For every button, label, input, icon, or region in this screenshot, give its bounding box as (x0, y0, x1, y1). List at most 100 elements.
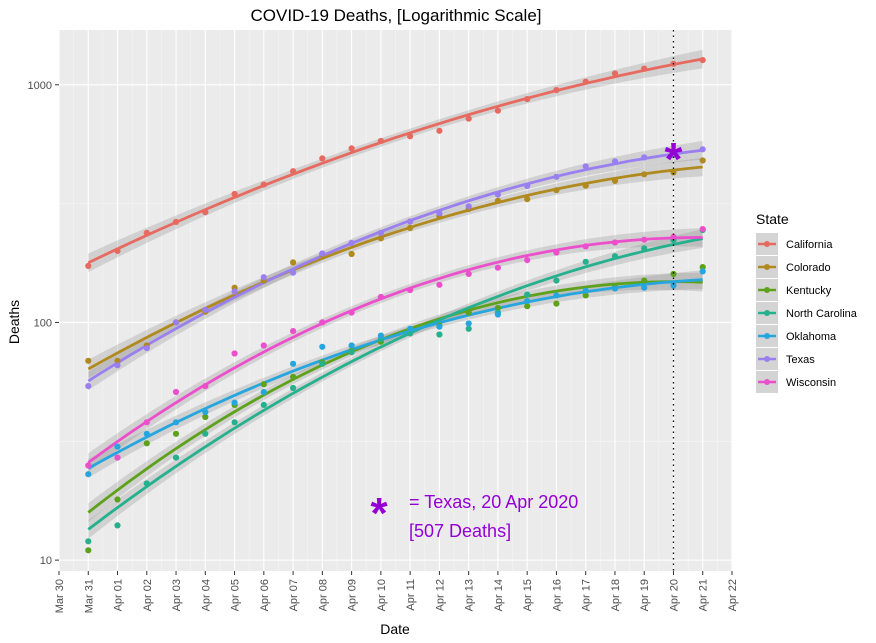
point-texas (407, 218, 414, 225)
x-axis-title: Date (380, 621, 410, 637)
x-tick-label: Apr 09 (347, 579, 359, 611)
point-north-carolina (85, 538, 92, 545)
point-wisconsin (260, 342, 267, 349)
x-tick-label: Apr 06 (259, 579, 271, 611)
point-north-carolina (582, 258, 589, 265)
annotation: * = Texas, 20 Apr 2020 [507 Deaths] (370, 489, 578, 541)
x-tick-label: Apr 18 (610, 579, 622, 611)
point-wisconsin (143, 419, 150, 426)
point-california (582, 78, 589, 85)
point-texas (553, 173, 560, 180)
legend: State California Colorado Kentucky North Ca… (756, 211, 858, 393)
point-north-carolina (143, 480, 150, 487)
legend-key-point (764, 287, 770, 293)
point-california (641, 65, 648, 72)
point-colorado (114, 357, 121, 364)
y-tick-label: 100 (34, 317, 52, 329)
point-colorado (611, 177, 619, 184)
band-colorado (88, 157, 703, 379)
annotation-line-2: [507 Deaths] (409, 521, 511, 541)
x-tick-label: Apr 08 (317, 579, 329, 611)
point-kentucky (85, 547, 92, 554)
grid-minor (59, 30, 732, 571)
point-oklahoma (202, 408, 209, 416)
line-wisconsin (87, 236, 703, 464)
line-texas (87, 148, 703, 383)
point-wisconsin (377, 293, 384, 301)
legend-key-point (764, 356, 770, 362)
legend-label-kentucky: Kentucky (786, 285, 832, 297)
point-north-carolina (260, 401, 267, 408)
y-axis: 10 100 1000 (28, 80, 59, 567)
legend-key-point (764, 333, 770, 339)
point-north-carolina (611, 253, 619, 260)
point-wisconsin (699, 226, 706, 233)
point-kentucky (670, 270, 677, 277)
point-california (290, 168, 297, 175)
point-oklahoma (407, 325, 414, 332)
x-tick-label: Apr 22 (727, 579, 739, 611)
x-tick-label: Apr 10 (376, 579, 388, 611)
point-texas (172, 319, 180, 326)
point-wisconsin (231, 350, 238, 357)
band-oklahoma (88, 270, 703, 478)
point-texas (699, 146, 706, 153)
point-wisconsin (202, 383, 209, 390)
point-california (465, 115, 472, 122)
point-oklahoma (494, 311, 501, 318)
legend-label-north-carolina: North Carolina (786, 308, 858, 320)
legend-title: State (756, 211, 789, 227)
legend-key-point (764, 241, 770, 247)
point-texas (641, 154, 648, 161)
point-colorado (582, 182, 589, 189)
line-north-carolina (87, 237, 703, 531)
point-kentucky (290, 373, 297, 380)
point-kentucky (172, 430, 180, 437)
point-california (202, 209, 209, 216)
point-kentucky (202, 413, 209, 421)
point-colorado (670, 169, 677, 176)
trend-lines (87, 57, 703, 531)
point-kentucky (114, 496, 121, 503)
point-california (407, 133, 414, 140)
point-texas (202, 306, 209, 313)
point-texas (143, 345, 150, 352)
point-kentucky (465, 309, 472, 316)
point-california (260, 181, 267, 188)
point-california (553, 87, 560, 94)
point-texas (114, 362, 121, 369)
point-wisconsin (582, 243, 589, 250)
point-wisconsin (172, 388, 180, 396)
point-wisconsin (348, 309, 355, 316)
x-tick-label: Apr 04 (200, 579, 212, 611)
point-texas (436, 210, 443, 217)
point-oklahoma (377, 332, 384, 339)
annotation-line-1: = Texas, 20 Apr 2020 (409, 492, 578, 512)
annotation-star-icon: * (370, 489, 388, 538)
point-kentucky (494, 304, 501, 312)
x-tick-label: Apr 19 (639, 579, 651, 611)
x-tick-label: Apr 17 (581, 579, 593, 611)
point-north-carolina (348, 349, 355, 356)
point-california (143, 229, 150, 236)
y-tick-label: 1000 (28, 80, 52, 92)
point-north-carolina (114, 522, 121, 529)
x-tick-label: Apr 02 (142, 579, 154, 611)
point-texas (611, 158, 619, 165)
x-tick-label: Mar 31 (83, 579, 95, 613)
point-texas (670, 151, 677, 158)
legend-label-colorado: Colorado (786, 262, 831, 274)
point-texas (290, 269, 297, 276)
point-oklahoma (553, 292, 560, 299)
point-north-carolina (202, 430, 209, 437)
point-kentucky (553, 300, 560, 307)
point-wisconsin (670, 233, 677, 240)
point-colorado (377, 235, 384, 242)
x-tick-label: Apr 07 (288, 579, 300, 611)
legend-key-point (764, 310, 770, 316)
point-wisconsin (611, 239, 619, 246)
point-colorado (553, 187, 560, 194)
point-oklahoma (290, 360, 297, 367)
data-points (85, 57, 706, 554)
legend-label-california: California (786, 239, 833, 251)
